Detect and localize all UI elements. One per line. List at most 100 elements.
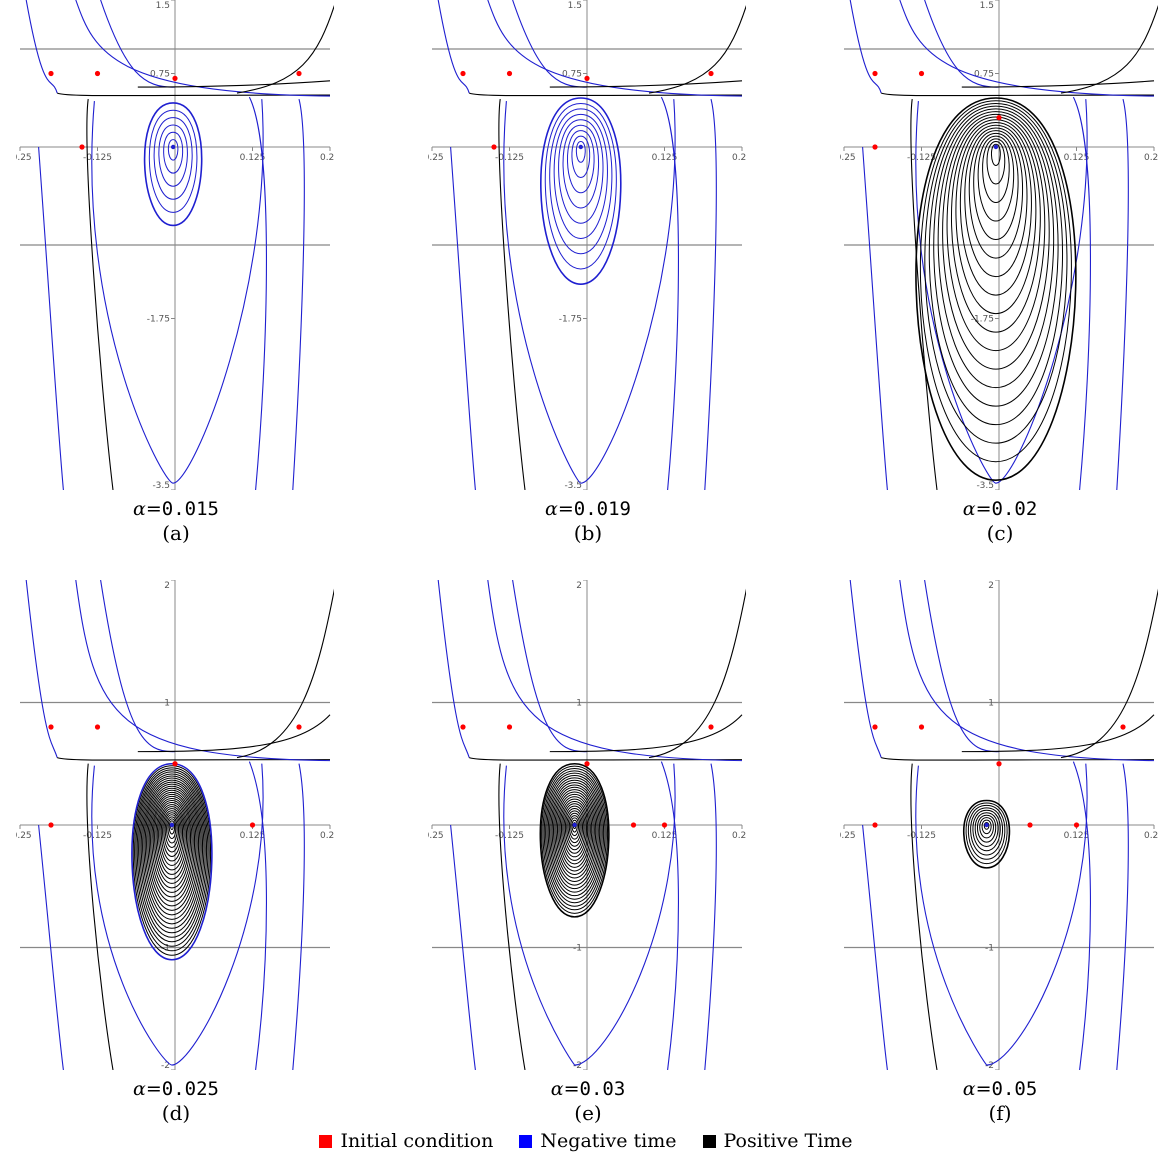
limit-cycle — [542, 767, 607, 911]
legend-item-positive: Positive Time — [702, 1130, 853, 1152]
trajectory-curve — [849, 580, 882, 758]
alpha-label: α=0.02 — [840, 498, 1160, 520]
alpha-symbol: α= — [133, 1078, 162, 1100]
alpha-label: α=0.015 — [16, 498, 336, 520]
trajectory-curve — [248, 96, 267, 490]
limit-cycle — [974, 812, 999, 847]
panel-letter: (d) — [161, 1101, 191, 1125]
trajectory-curve — [910, 99, 938, 490]
equilibrium-point — [578, 144, 583, 150]
trajectory-curve — [100, 580, 176, 753]
initial-condition-point — [172, 761, 178, 767]
alpha-value: 0.03 — [579, 1078, 626, 1100]
trajectory-curve — [469, 92, 743, 97]
initial-condition-point — [630, 822, 637, 828]
limit-cycle — [933, 108, 1059, 407]
x-tick-label: 0.125 — [240, 153, 266, 163]
limit-cycle — [575, 141, 586, 163]
limit-cycle — [138, 773, 206, 938]
limit-cycle — [148, 789, 195, 902]
limit-cycle — [981, 819, 992, 835]
limit-cycle — [959, 124, 1032, 296]
alpha-symbol: α= — [962, 498, 992, 520]
x-tick-label: 0.25 — [1144, 153, 1158, 163]
legend-label: Negative time — [540, 1130, 677, 1152]
limit-cycle — [163, 131, 184, 174]
x-tick-label: 0.125 — [1064, 153, 1090, 163]
y-tick-label: -1 — [161, 944, 170, 954]
limit-cycle — [164, 814, 180, 848]
limit-cycle — [557, 793, 593, 872]
limit-cycle — [977, 135, 1015, 222]
trajectory-curve — [648, 588, 746, 759]
limit-cycle — [167, 139, 179, 161]
limit-cycle — [540, 97, 622, 286]
y-tick-label: 1 — [988, 699, 994, 709]
equilibrium-point — [984, 822, 989, 828]
alpha-value: 0.015 — [161, 498, 219, 520]
trajectory-curve — [498, 99, 526, 490]
phase-portrait: -0.25 -0.125 0.125 0.25 1.5 0.75 -1.75 -3.5 — [840, 0, 1158, 490]
limit-cycle — [979, 817, 994, 839]
initial-condition-point — [491, 144, 497, 150]
initial-condition-point — [249, 822, 256, 828]
y-tick-label: 2 — [988, 581, 994, 591]
limit-cycle — [986, 141, 1006, 185]
alpha-symbol: α= — [133, 498, 162, 520]
initial-condition-point — [872, 70, 878, 77]
limit-cycle — [562, 803, 587, 858]
limit-cycle — [555, 791, 594, 875]
initial-condition-point — [48, 822, 54, 828]
initial-condition-point — [1073, 822, 1080, 828]
limit-cycle — [568, 815, 581, 840]
x-tick-label: -0.25 — [16, 831, 32, 841]
limit-cycle — [152, 795, 192, 889]
initial-condition-point — [506, 70, 513, 77]
x-tick-label: 0.25 — [320, 831, 334, 841]
x-tick-label: -0.25 — [428, 831, 444, 841]
limit-cycle — [566, 810, 583, 847]
limit-cycle — [136, 771, 208, 943]
x-tick-label: 0.25 — [732, 153, 746, 163]
limit-cycle — [139, 775, 205, 934]
limit-cycle — [160, 808, 184, 862]
limit-cycle — [950, 119, 1041, 333]
equilibrium-point — [993, 144, 999, 150]
initial-condition-point — [296, 724, 302, 730]
initial-condition-point — [506, 724, 513, 730]
initial-condition-point — [872, 724, 878, 730]
limit-cycle — [148, 109, 198, 213]
trajectory-curve — [86, 763, 114, 1070]
limit-cycle — [973, 132, 1019, 241]
y-tick-label: -1 — [573, 944, 582, 954]
y-tick-label: 1.5 — [980, 1, 994, 11]
y-tick-label: -1.75 — [559, 315, 582, 325]
phase-portrait: -0.25 -0.125 0.125 0.25 2 1 -1 -2 — [428, 580, 746, 1070]
initial-condition-point — [172, 75, 178, 81]
limit-cycle — [564, 808, 585, 851]
alpha-value: 0.025 — [161, 1078, 219, 1100]
limit-cycle — [551, 784, 598, 886]
initial-condition-point — [1120, 724, 1126, 730]
trajectory-curve — [292, 763, 305, 1070]
panel-letter: (c) — [986, 521, 1014, 545]
trajectory-curve — [469, 757, 743, 761]
limit-cycle — [168, 820, 176, 835]
trajectory-curve — [704, 98, 717, 490]
limit-cycle — [559, 798, 590, 865]
initial-condition-point — [79, 144, 85, 150]
chart-panel: -0.25 -0.125 0.125 0.25 1.5 0.75 -1.75 -3.5 α=0.… — [840, 0, 1160, 545]
initial-condition-point — [48, 70, 54, 77]
initial-condition-point — [661, 822, 668, 828]
limit-cycle — [964, 127, 1028, 278]
y-tick-label: 2 — [576, 581, 582, 591]
panel-letter: (f) — [988, 1101, 1012, 1125]
limit-cycle — [553, 786, 597, 883]
limit-cycle — [976, 814, 997, 843]
trajectory-curve — [915, 99, 1088, 484]
x-tick-label: 0.125 — [240, 831, 266, 841]
limit-cycle — [982, 138, 1010, 204]
initial-condition-point — [1027, 822, 1033, 828]
phase-portrait: -0.25 -0.125 0.125 0.25 2 1 -1 -2 — [16, 580, 334, 1070]
limit-cycle — [144, 783, 200, 916]
